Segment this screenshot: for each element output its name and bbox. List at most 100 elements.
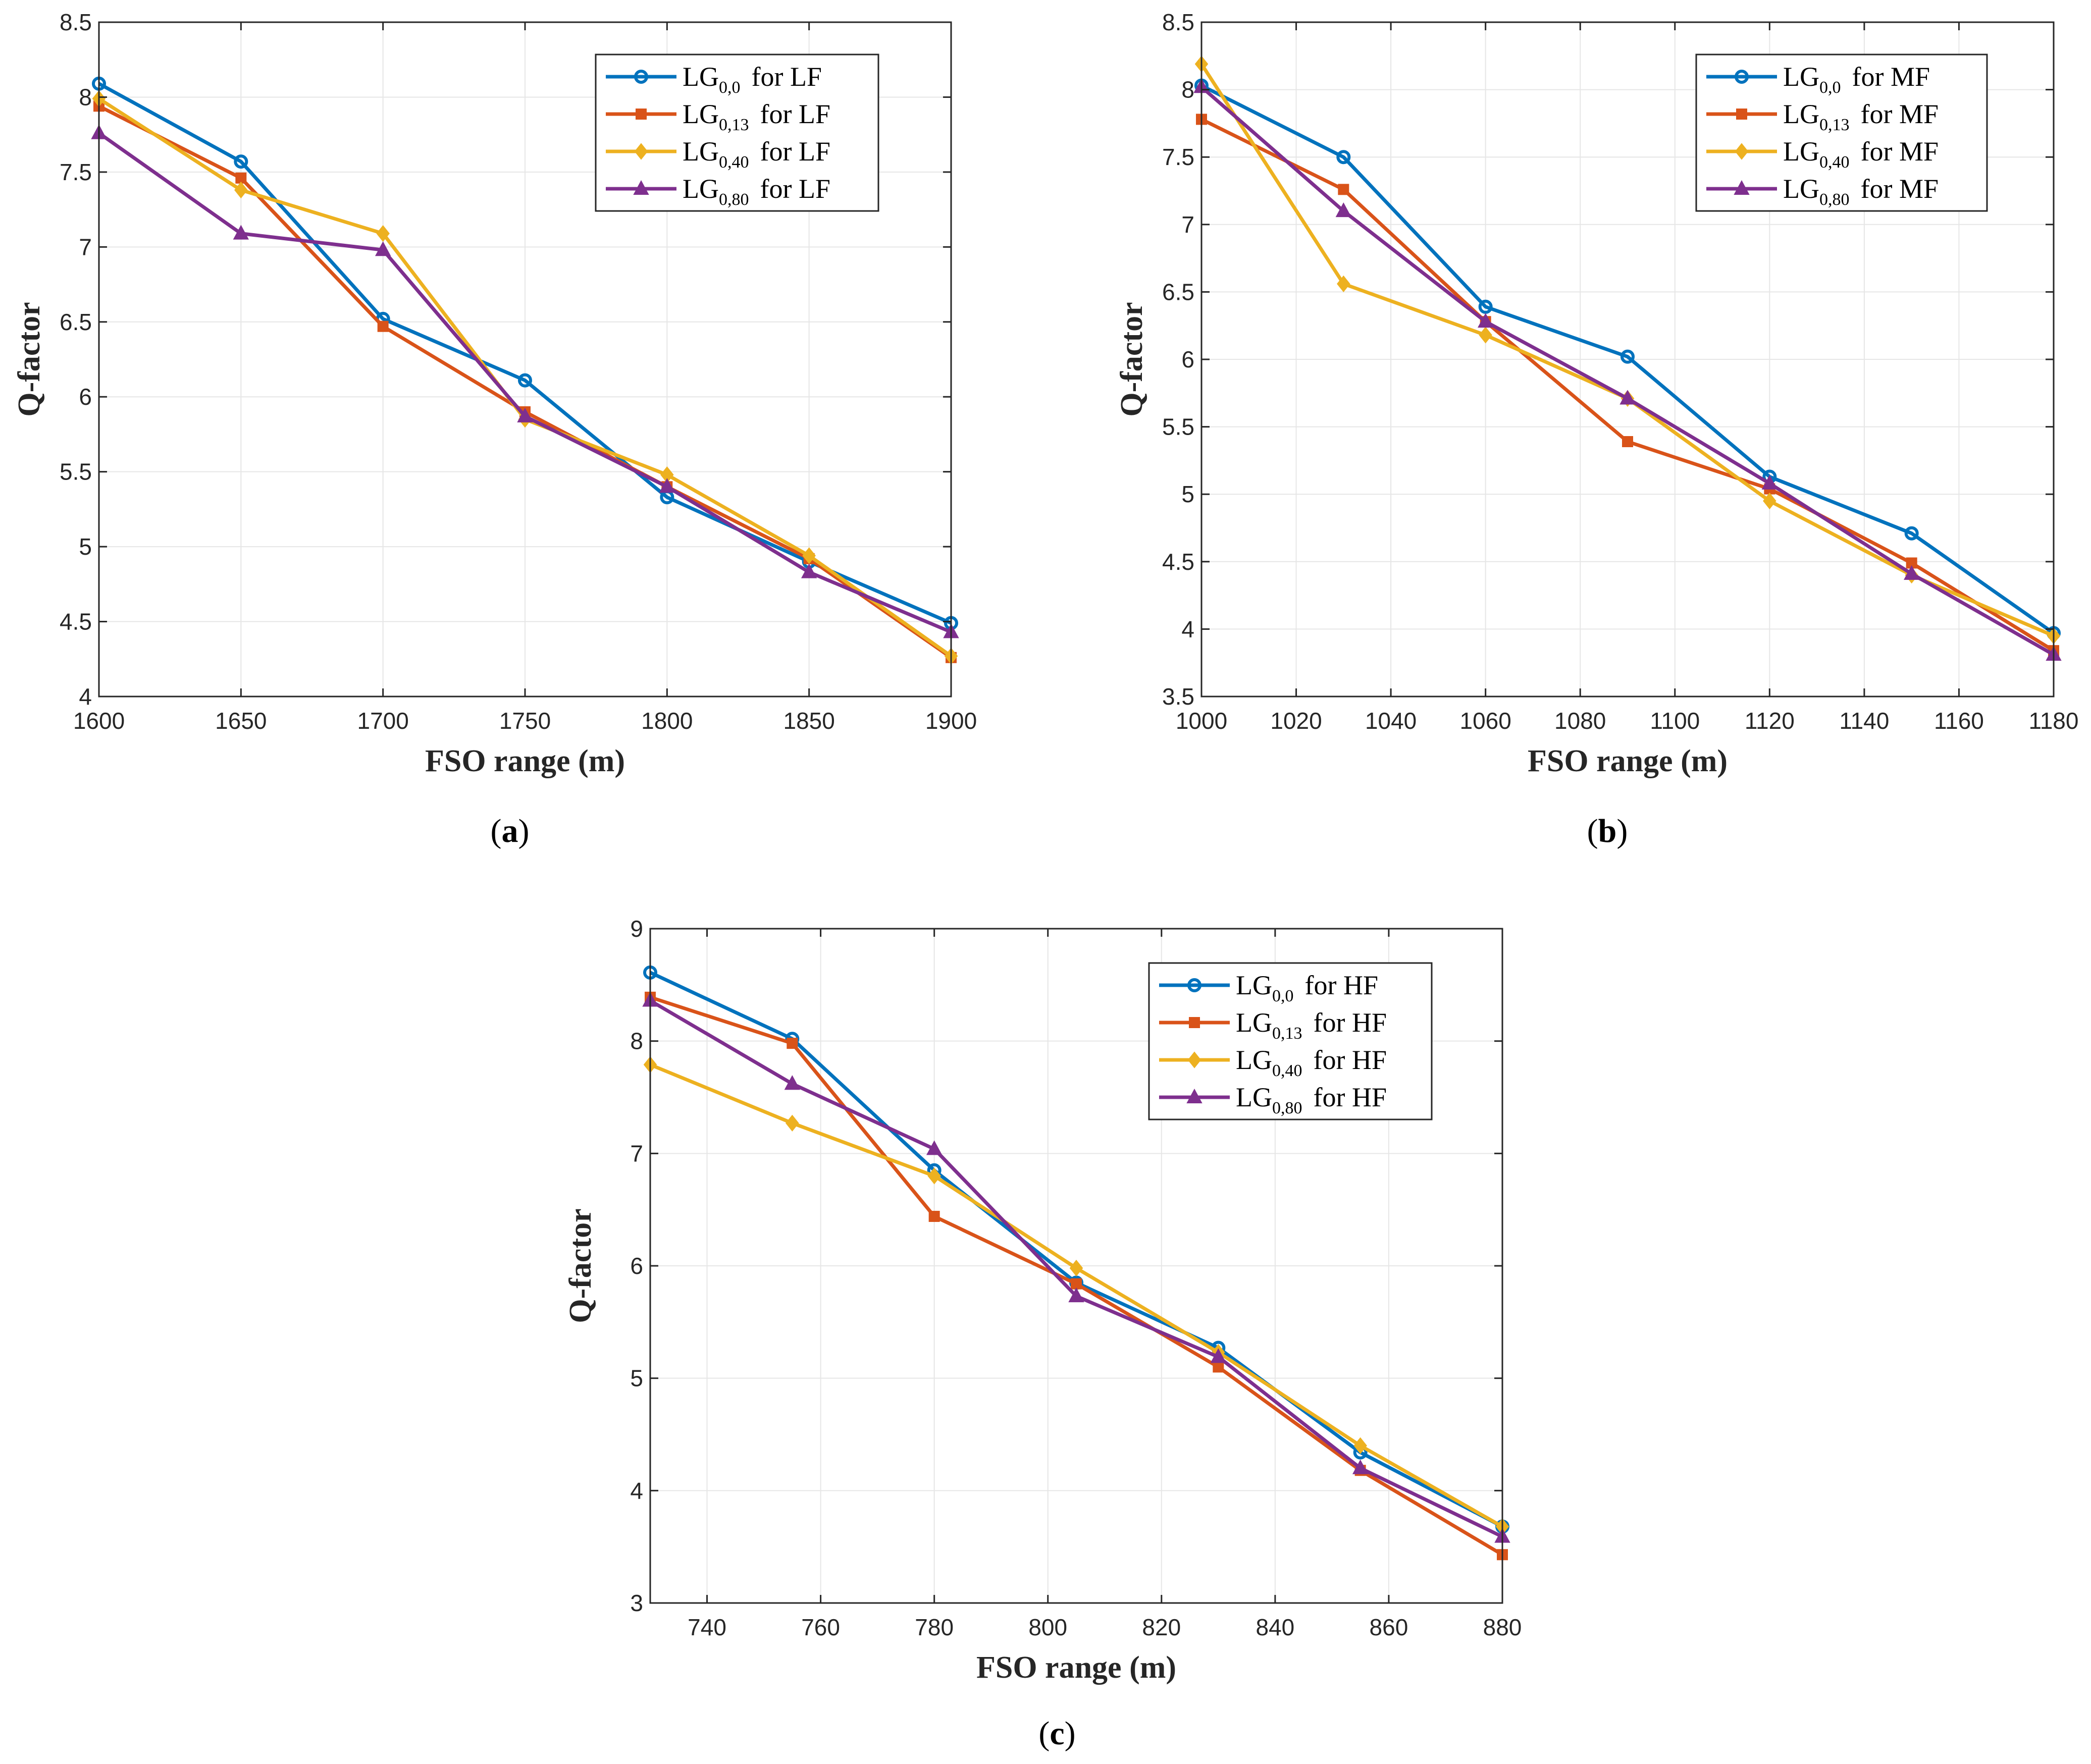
y-tick-label: 6 [630,1253,643,1279]
y-tick-label: 8 [79,84,92,110]
data-point [1336,150,1351,165]
x-tick-label: 1100 [1650,708,1700,734]
legend-label-suffix: for LF [751,62,821,92]
legend-item: LG0,80 for MF [1706,174,1939,209]
data-point [376,225,390,242]
legend-item: LG0,80 for LF [606,174,830,209]
panel-caption: (c) [1038,1715,1075,1752]
legend-label-subscript: 0,40 [1272,1061,1302,1080]
x-tick-label: 1800 [641,708,693,734]
x-tick-label: 820 [1142,1614,1181,1640]
data-point [928,1211,940,1222]
y-tick-label: 4 [1181,616,1194,642]
data-point [517,407,533,422]
legend-label: LG0,80 for LF [683,174,830,209]
x-tick-label: 780 [915,1614,954,1640]
x-axis-title: FSO range (m) [1528,744,1728,778]
x-tick-label: 880 [1483,1614,1522,1640]
triangle-marker-icon [633,180,649,195]
data-point [234,154,248,169]
data-point [1353,1437,1367,1454]
x-tick-label: 740 [688,1614,726,1640]
y-tick-label: 6 [79,384,92,410]
legend-label-suffix: for HF [1313,1007,1387,1038]
data-point [233,225,249,240]
legend-label-suffix: for MF [1860,174,1939,204]
y-tick-label: 6.5 [1162,279,1194,305]
legend-label-suffix: for MF [1852,62,1930,92]
data-point [784,1075,801,1090]
caption-open: ( [1038,1715,1050,1752]
legend-label: LG0,80 for MF [1783,174,1939,209]
legend-item: LG0,40 for HF [1159,1045,1387,1080]
data-point [1071,1278,1082,1290]
legend-label-subscript: 0,0 [1819,78,1841,97]
caption-close: ) [1616,813,1628,849]
triangle-marker-icon [1186,1088,1203,1103]
circle-marker-icon [1735,70,1749,84]
legend-label-subscript: 0,13 [1819,116,1850,134]
chart-panel-c: 740 760 780 800 820 840 860 880 3 4 5 6 7 8 9 FSO range… [563,916,1522,1752]
chart-panel-b: 1000 1020 1040 1060 1080 1100 1120 1140 1160 1180… [1115,9,2078,849]
legend-label: LG0,0 for HF [1236,970,1378,1005]
legend-label: LG0,80 for HF [1236,1082,1387,1117]
legend-label-subscript: 0,40 [1819,153,1850,172]
y-tick-label: 5.5 [60,459,92,485]
data-point [234,181,248,199]
data-point [518,373,532,388]
y-tick-label: 9 [630,916,643,942]
legend-label: LG0,40 for HF [1236,1045,1387,1080]
data-point [1904,526,1919,541]
y-tick-label: 6.5 [60,309,92,335]
legend-label-subscript: 0,0 [1272,987,1294,1005]
legend-item: LG0,80 for HF [1159,1082,1387,1117]
caption-open: ( [1587,813,1598,849]
diamond-marker-icon [1735,143,1749,160]
data-point [1479,327,1492,344]
y-tick-label: 5 [79,533,92,560]
data-point [659,478,675,493]
legend-label-base: LG [1783,136,1819,167]
y-tick-label: 5 [630,1365,643,1392]
data-point [1210,1348,1227,1363]
legend-label: LG0,13 for HF [1236,1007,1387,1043]
legend-label-base: LG [1236,1007,1272,1038]
data-point [1213,1361,1224,1373]
x-tick-label: 760 [801,1614,840,1640]
caption-letter: c [1050,1715,1064,1752]
circle-marker-icon [1187,978,1201,992]
data-point [1068,1288,1084,1303]
y-tick-label: 8.5 [1162,9,1194,35]
data-point [235,172,247,184]
legend-label-suffix: for MF [1860,99,1939,129]
series-0-0 [1194,78,2061,640]
legend-item: LG0,40 for LF [606,136,830,172]
legend-item: LG0,13 for MF [1706,99,1939,134]
diamond-marker-icon [634,143,648,160]
legend-item: LG0,13 for HF [1159,1007,1387,1043]
legend-label-base: LG [683,136,719,167]
x-tick-label: 1650 [215,708,267,734]
legend-label-suffix: for LF [760,99,830,129]
x-tick-label: 1120 [1745,708,1795,734]
legend-label: LG0,0 for LF [683,62,822,97]
series-0-80 [1193,78,2062,661]
data-point [802,547,816,564]
data-point [801,563,817,578]
data-point [1622,436,1633,447]
y-tick-label: 8 [630,1028,643,1054]
x-axis-title: FSO range (m) [976,1650,1176,1685]
x-tick-label: 1750 [499,708,551,734]
panel-caption: (b) [1587,813,1628,849]
x-tick-label: 1020 [1270,708,1322,734]
data-point [377,320,389,332]
x-tick-label: 1000 [1176,708,1227,734]
x-tick-label: 1080 [1554,708,1606,734]
data-point [1619,390,1636,405]
x-tick-label: 1040 [1365,708,1417,734]
data-point [375,241,391,256]
legend-item: LG0,40 for MF [1706,136,1939,172]
series-0-80 [642,992,1510,1543]
